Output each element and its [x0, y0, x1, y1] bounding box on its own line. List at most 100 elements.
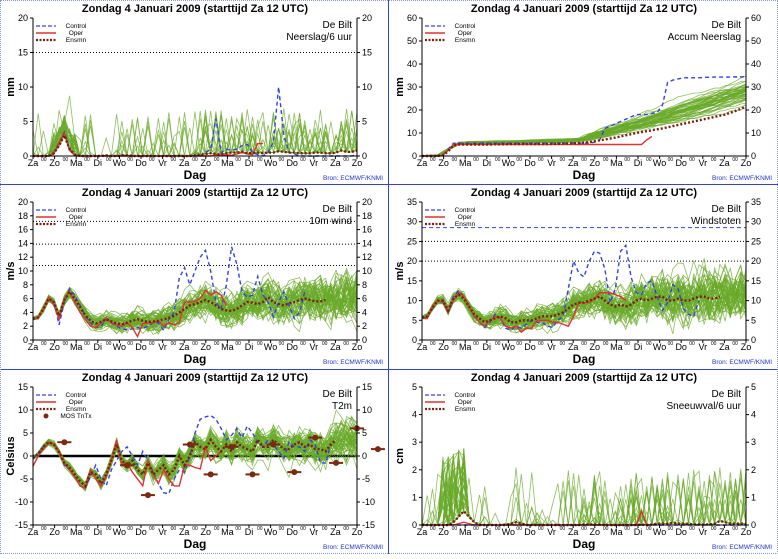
x-tick-label: Wo — [653, 158, 666, 168]
y-tick-label-right: 0 — [751, 335, 756, 345]
series-ensmn-line — [421, 293, 721, 324]
y-tick-label-right: 10 — [362, 266, 372, 276]
y-tick-label: 14 — [18, 238, 28, 248]
chart-subtitle: T2m — [332, 401, 352, 412]
panel-t2m: Zondag 4 Januari 2009 (starttijd Za 12 U… — [0, 369, 448, 554]
x-minor-label: 00 — [452, 526, 458, 532]
x-minor-label: 00 — [646, 341, 652, 347]
chart-accum-neerslag: Zondag 4 Januari 2009 (starttijd Za 12 U… — [394, 3, 772, 182]
x-tick-label: Wo — [653, 527, 666, 537]
series-ensmn-line — [32, 437, 337, 488]
x-minor-label: 00 — [84, 157, 90, 163]
x-axis-label: Dag — [573, 352, 596, 366]
x-tick-label: Ma — [70, 527, 83, 537]
y-tick-label: 20 — [18, 13, 28, 23]
series-ensmn-line — [422, 105, 747, 158]
chart-subtitle: 10m wind — [309, 216, 352, 227]
x-tick-label: Zo — [438, 158, 449, 168]
y-tick-label: 50 — [407, 36, 417, 46]
station-label: De Bilt — [712, 204, 742, 215]
x-minor-label: 00 — [516, 157, 522, 163]
y-tick-label-right: 4 — [751, 410, 756, 420]
y-tick-label: 10 — [18, 82, 28, 92]
source-credit: Bron: ECMWF/KNMI — [712, 359, 772, 366]
x-tick-label: Wo — [502, 527, 515, 537]
x-minor-label: 00 — [603, 341, 609, 347]
panel-divider-horizontal — [0, 369, 778, 370]
source-credit: Bron: ECMWF/KNMI — [323, 175, 383, 182]
x-tick-label: Di — [245, 527, 254, 537]
mos-point — [207, 471, 214, 478]
chart-subtitle: Windstoten — [691, 216, 741, 227]
y-tick-label-right: 30 — [751, 82, 761, 92]
x-minor-label: 00 — [214, 157, 220, 163]
x-minor-label: 00 — [473, 157, 479, 163]
x-minor-label: 00 — [41, 526, 47, 532]
x-tick-label: Zo — [352, 527, 363, 537]
x-minor-label: 00 — [235, 157, 241, 163]
x-tick-label: Ma — [221, 158, 234, 168]
y-tick-label-right: 35 — [751, 197, 761, 207]
source-credit: Bron: ECMWF/KNMI — [323, 359, 383, 366]
x-tick-label: Za — [568, 158, 579, 168]
x-minor-label: 00 — [192, 341, 198, 347]
x-tick-label: Wo — [264, 342, 277, 352]
panel-divider-horizontal — [0, 184, 778, 185]
x-minor-label: 00 — [300, 526, 306, 532]
x-minor-label: 00 — [689, 526, 695, 532]
x-tick-label: Za — [28, 527, 39, 537]
x-tick-label: Do — [286, 158, 298, 168]
y-tick-label: 16 — [18, 225, 28, 235]
x-minor-label: 00 — [711, 157, 717, 163]
x-tick-label: Zo — [590, 158, 601, 168]
x-minor-label: 00 — [668, 526, 674, 532]
x-tick-label: Zo — [590, 527, 601, 537]
x-minor-label: 00 — [171, 341, 177, 347]
y-tick-label-right: 20 — [362, 197, 372, 207]
x-minor-label: 00 — [322, 526, 328, 532]
series-oper-line — [32, 289, 227, 339]
y-tick-label-right: 15 — [362, 48, 372, 58]
x-tick-label: Do — [675, 342, 687, 352]
x-minor-label: 00 — [452, 341, 458, 347]
x-minor-label: 00 — [41, 157, 47, 163]
source-credit: Bron: ECMWF/KNMI — [712, 544, 772, 551]
x-minor-label: 00 — [192, 157, 198, 163]
x-tick-label: Zo — [201, 527, 212, 537]
y-tick-label: 15 — [407, 276, 417, 286]
chart-neerslag: Zondag 4 Januari 2009 (starttijd Za 12 U… — [5, 3, 383, 182]
x-minor-label: 00 — [127, 526, 133, 532]
x-minor-label: 00 — [603, 526, 609, 532]
legend-label: Oper — [458, 399, 473, 406]
y-tick-label-right: 5 — [362, 428, 367, 438]
mos-point — [144, 492, 151, 499]
x-tick-label: Ma — [610, 158, 623, 168]
x-minor-label: 00 — [279, 157, 285, 163]
x-tick-label: Ma — [221, 342, 234, 352]
x-minor-label: 00 — [581, 341, 587, 347]
x-tick-label: Di — [634, 342, 643, 352]
y-tick-label: 30 — [407, 82, 417, 92]
legend-label: Control — [66, 207, 88, 214]
chart-subtitle: Accum Neerslag — [668, 32, 741, 43]
x-tick-label: Ma — [459, 342, 472, 352]
series-ensmn-line — [422, 509, 746, 527]
series-oper-line — [422, 135, 653, 157]
x-tick-label: Za — [330, 527, 341, 537]
y-tick-label-right: 10 — [362, 82, 372, 92]
x-axis-label: Dag — [184, 537, 207, 551]
x-tick-label: Wo — [113, 527, 126, 537]
x-tick-label: Zo — [438, 342, 449, 352]
x-minor-label: 00 — [668, 157, 674, 163]
y-tick-label-right: 60 — [751, 13, 761, 23]
legend-label: Ensmn — [66, 406, 87, 413]
y-tick-label-right: 0 — [362, 451, 367, 461]
legend-label: Oper — [69, 399, 84, 406]
x-axis-label: Dag — [184, 168, 207, 182]
y-tick-label-right: 16 — [362, 225, 372, 235]
x-minor-label: 00 — [106, 157, 112, 163]
x-minor-label: 00 — [430, 157, 436, 163]
chart-title: Zondag 4 Januari 2009 (starttijd Za 12 U… — [82, 3, 309, 15]
